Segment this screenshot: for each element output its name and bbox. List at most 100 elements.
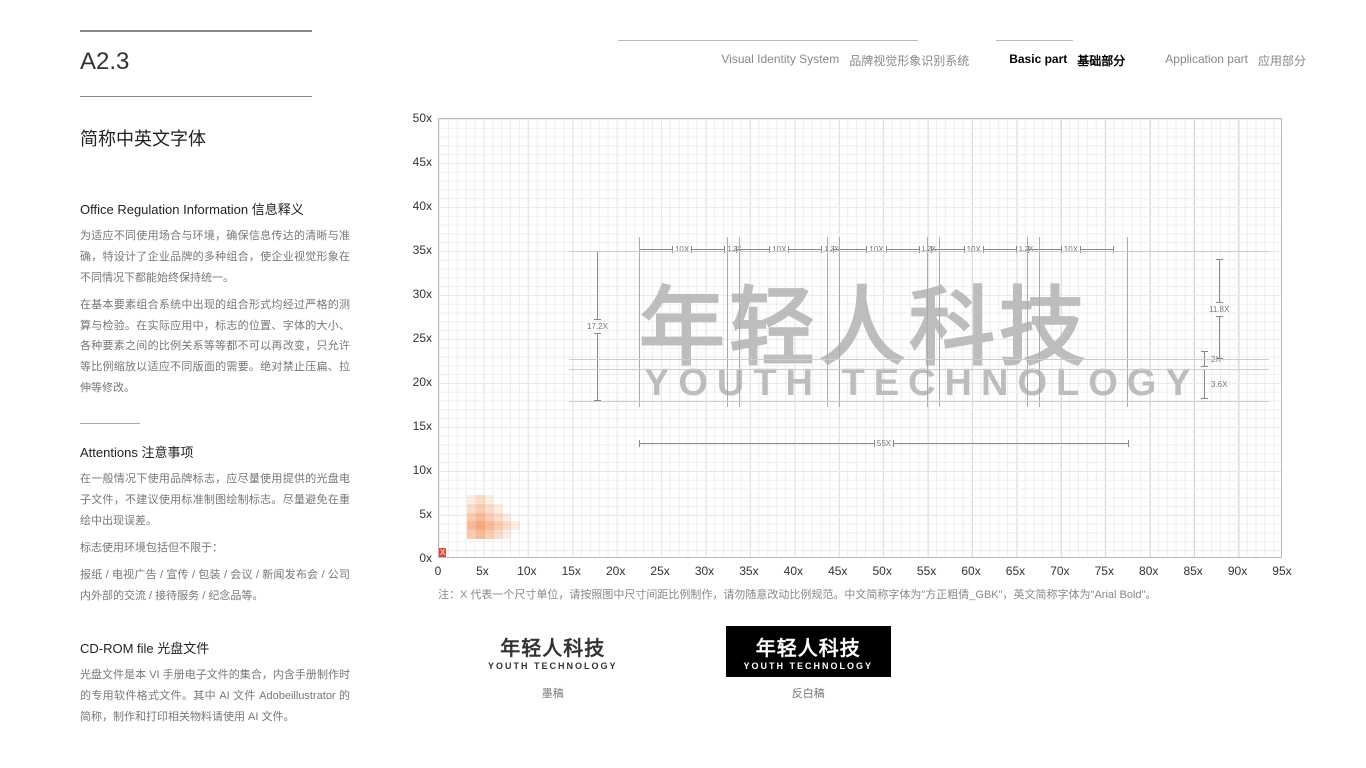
opacity-swatch: [467, 495, 520, 539]
guide-hline: [569, 369, 1269, 370]
section2-head-zh: 注意事项: [141, 445, 193, 460]
sub-rule: [80, 96, 312, 97]
y-tick: 30x: [413, 287, 432, 301]
guide-vline: [727, 237, 728, 407]
sample-negative-caption: 反白稿: [726, 685, 892, 701]
sample-en: YOUTH TECHNOLOGY: [744, 661, 874, 671]
y-tick: 50x: [413, 111, 432, 125]
sidebar: 简称中英文字体 Office Regulation Information 信息…: [80, 125, 350, 734]
guide-vline: [1039, 237, 1040, 407]
y-tick: 20x: [413, 375, 432, 389]
guide-vline: [927, 237, 928, 407]
section1-p2: 在基本要素组合系统中出现的组合形式均经过严格的测算与检验。在实际应用中，标志的位…: [80, 295, 350, 399]
top-measure: 10X: [736, 244, 822, 254]
y-tick: 35x: [413, 243, 432, 257]
x-axis-labels: 0 5x 10x 15x 20x 25x 30x 35x 40x 45x 50x 55x 60x 65x 7…: [438, 560, 1282, 576]
tab-en: Application part: [1165, 52, 1248, 69]
section2-p3: 报纸 / 电视广告 / 宣传 / 包装 / 会议 / 新闻发布会 / 公司内外部…: [80, 565, 350, 607]
logo-samples: 年轻人科技 YOUTH TECHNOLOGY 墨稿 年轻人科技 YOUTH TE…: [470, 626, 1306, 701]
tab-en: Basic part: [1009, 52, 1067, 69]
guide-vline: [827, 237, 828, 407]
top-measure: 10X: [639, 244, 725, 254]
tab-zh: 基础部分: [1077, 52, 1125, 69]
x-tick: 20x: [606, 564, 625, 578]
section2-head: Attentions 注意事项: [80, 442, 350, 461]
guide-vline: [739, 237, 740, 407]
top-measure: 1.2X: [920, 244, 931, 254]
x-tick: 15x: [562, 564, 581, 578]
section3-head-zh: 光盘文件: [157, 641, 209, 656]
swatch-x-mark: X: [439, 548, 446, 557]
x-tick: 30x: [695, 564, 714, 578]
sample-positive-box: 年轻人科技 YOUTH TECHNOLOGY: [470, 626, 636, 677]
tab-application[interactable]: Application part 应用部分: [1165, 52, 1306, 69]
section3-head-en: CD-ROM file: [80, 641, 154, 656]
measure-3-6x-label: 3.6X: [1211, 378, 1227, 391]
measure-17-2x: 17.2X: [587, 251, 608, 401]
x-tick: 0: [435, 564, 442, 578]
x-tick: 80x: [1139, 564, 1158, 578]
tab-vis[interactable]: Visual Identity System 品牌视觉形象识别系统: [721, 52, 969, 69]
x-tick: 45x: [828, 564, 847, 578]
y-tick: 15x: [413, 419, 432, 433]
guide-hline: [569, 359, 1269, 360]
x-tick: 10x: [517, 564, 536, 578]
sample-cn: 年轻人科技: [488, 632, 618, 661]
x-tick: 40x: [784, 564, 803, 578]
sample-cn: 年轻人科技: [744, 632, 874, 661]
guide-hline: [569, 251, 1269, 252]
section1-head-en: Office Regulation Information: [80, 202, 248, 217]
measure-11-8x-label: 11.8X: [1209, 303, 1229, 316]
x-tick: 5x: [476, 564, 489, 578]
y-tick: 40x: [413, 199, 432, 213]
section3-p1: 光盘文件是本 VI 手册电子文件的集合，内含手册制作时的专用软件格式文件。其中 …: [80, 665, 350, 728]
divider-1: [80, 423, 140, 424]
top-measure: 10X: [931, 244, 1017, 254]
sample-negative: 年轻人科技 YOUTH TECHNOLOGY 反白稿: [726, 626, 892, 701]
x-tick: 70x: [1050, 564, 1069, 578]
x-tick: 65x: [1006, 564, 1025, 578]
header-underline-1: [618, 40, 918, 41]
tab-en: Visual Identity System: [721, 52, 839, 69]
section1-head: Office Regulation Information 信息释义: [80, 199, 350, 218]
x-tick: 50x: [873, 564, 892, 578]
tab-basic[interactable]: Basic part 基础部分: [1009, 52, 1125, 69]
x-tick: 90x: [1228, 564, 1247, 578]
measure-55x: 55X: [639, 439, 1129, 448]
section2-p2: 标志使用环境包括但不限于：: [80, 538, 350, 559]
x-tick: 75x: [1095, 564, 1114, 578]
x-tick: 55x: [917, 564, 936, 578]
measure-55x-label: 55X: [875, 439, 893, 448]
top-measures: 10X1.2X10X1.2X10X1.2X10X1.2X10X: [639, 244, 1114, 254]
x-tick: 60x: [961, 564, 980, 578]
sample-positive: 年轻人科技 YOUTH TECHNOLOGY 墨稿: [470, 626, 636, 701]
main-diagram: 0x 5x 10x 15x 20x 25x 30x 35x 40x 45x 50x 年轻人科技 YO…: [410, 118, 1306, 701]
x-tick: 85x: [1183, 564, 1202, 578]
y-axis-labels: 0x5x10x15x20x25x30x35x40x45x50x: [410, 118, 436, 558]
section3-head: CD-ROM file 光盘文件: [80, 638, 350, 657]
sample-negative-box: 年轻人科技 YOUTH TECHNOLOGY: [726, 626, 892, 677]
x-tick: 35x: [739, 564, 758, 578]
y-tick: 25x: [413, 331, 432, 345]
guide-vline: [1127, 237, 1128, 407]
measure-11-8x: 11.8X: [1209, 259, 1229, 359]
x-tick: 25x: [650, 564, 669, 578]
guide-vline: [639, 237, 640, 407]
tab-zh: 品牌视觉形象识别系统: [849, 52, 969, 69]
section2-p1: 在一般情况下使用品牌标志，应尽量使用提供的光盘电子文件，不建议使用标准制图绘制标…: [80, 469, 350, 532]
nav-tabs: Visual Identity System 品牌视觉形象识别系统 Basic …: [0, 52, 1306, 69]
guide-vline: [839, 237, 840, 407]
top-rule: [80, 30, 312, 32]
y-tick: 0x: [419, 551, 432, 565]
top-measure: 10X: [833, 244, 919, 254]
section1-p1: 为适应不同使用场合与环境，确保信息传达的清晰与准确，特设计了企业品牌的多种组合，…: [80, 226, 350, 289]
sample-positive-caption: 墨稿: [470, 685, 636, 701]
header-underline-2: [996, 40, 1073, 41]
grid: 年轻人科技 YOUTH TECHNOLOGY 10X1.2X10X1.2X10X…: [438, 118, 1282, 558]
y-tick: 10x: [413, 463, 432, 477]
measure-17-2x-label: 17.2X: [587, 320, 608, 333]
section1-head-zh: 信息释义: [252, 202, 304, 217]
top-measure: 10X: [1028, 244, 1114, 254]
guide-vline: [939, 237, 940, 407]
measure-3-6x: 3.6X: [1204, 369, 1227, 399]
